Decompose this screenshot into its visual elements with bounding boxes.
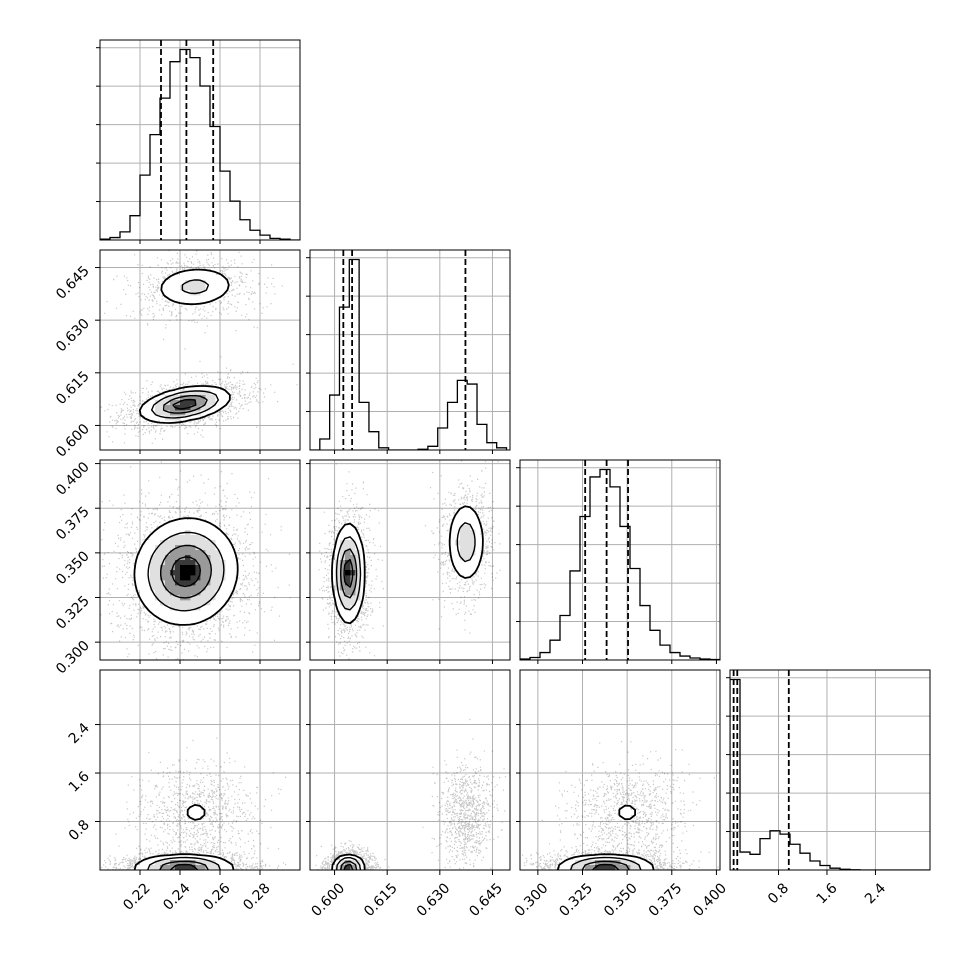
y-tick-label: 0.400 xyxy=(53,459,93,499)
scatter-points xyxy=(315,718,507,870)
contour-level-3 xyxy=(591,863,620,870)
x-tick-label: 0.615 xyxy=(361,880,401,920)
joint-panel-0-3 xyxy=(99,669,301,871)
y-tick-label: 0.600 xyxy=(53,421,93,461)
contour-level-1 xyxy=(335,856,362,870)
contour-level-3 xyxy=(343,863,354,870)
contour-level-0 xyxy=(331,853,366,870)
y-tick-label: 0.630 xyxy=(53,316,93,356)
panel-frame xyxy=(519,669,721,871)
y-tick-label: 0.375 xyxy=(53,504,93,544)
x-tick-label: 0.22 xyxy=(120,880,153,913)
histogram-step-1 xyxy=(310,258,508,450)
density-cells-4 xyxy=(345,570,351,576)
x-tick-label: 0.300 xyxy=(512,880,552,920)
contour-level-2 xyxy=(340,548,358,599)
contour-level-3 xyxy=(343,558,354,588)
y-tick-label: 0.645 xyxy=(53,263,93,303)
contour-level-0 xyxy=(133,804,235,870)
scatter-points xyxy=(318,460,510,660)
histogram-panel-1 xyxy=(306,249,511,451)
histogram-step-3 xyxy=(730,678,930,870)
scatter-points xyxy=(100,250,298,444)
panel-frame xyxy=(729,669,931,871)
contour-level-0 xyxy=(133,517,239,626)
density-cells-3 xyxy=(170,555,201,586)
histogram-panel-3 xyxy=(726,669,931,871)
contour-level-2 xyxy=(160,544,212,599)
x-tick-label: 0.630 xyxy=(414,880,454,920)
panel-frame xyxy=(309,249,511,451)
contour-level-3 xyxy=(172,398,197,410)
density-cells-0 xyxy=(330,855,366,870)
density-cells-1 xyxy=(150,860,221,870)
density-cells-1 xyxy=(570,860,641,870)
panel-frame xyxy=(519,459,721,661)
x-tick-label: 0.375 xyxy=(646,880,686,920)
x-tick-label: 0.28 xyxy=(240,880,273,913)
contour-level-1 xyxy=(147,531,225,612)
contour-level-2 xyxy=(162,394,208,414)
y-tick-label: 0.300 xyxy=(53,638,93,678)
joint-panel-1-3 xyxy=(309,669,511,871)
histogram-panel-2 xyxy=(516,459,721,661)
scatter-points xyxy=(520,741,719,870)
density-cells-2 xyxy=(160,545,211,601)
contour-level-0 xyxy=(138,268,231,424)
contour-level-1 xyxy=(147,856,221,870)
x-tick-label: 0.400 xyxy=(690,880,730,920)
x-tick-label: 0.350 xyxy=(601,880,641,920)
y-tick-label: 0.350 xyxy=(53,548,93,588)
joint-panel-0-2 xyxy=(99,459,301,661)
joint-panel-0-1 xyxy=(99,249,301,451)
histogram-step-2 xyxy=(520,468,720,660)
contour-level-3 xyxy=(169,863,199,870)
y-tick-label: 2.4 xyxy=(66,720,93,747)
density-cells-3 xyxy=(175,865,196,870)
x-tick-label: 0.600 xyxy=(309,880,349,920)
panel-frame xyxy=(99,249,301,451)
contour-level-0 xyxy=(556,804,655,870)
histogram-panel-0 xyxy=(96,39,301,241)
contour-level-2 xyxy=(581,860,630,870)
joint-panel-1-2 xyxy=(309,459,511,661)
x-tick-label: 1.6 xyxy=(814,880,841,907)
x-tick-label: 0.24 xyxy=(160,880,193,913)
panel-frame xyxy=(99,459,301,661)
y-tick-label: 0.325 xyxy=(53,593,93,633)
contour-level-2 xyxy=(340,860,358,870)
contour-level-1 xyxy=(151,279,219,419)
density-cells-4 xyxy=(180,565,196,581)
panel-frame xyxy=(309,459,511,661)
x-tick-label: 2.4 xyxy=(862,880,889,907)
x-tick-label: 0.26 xyxy=(200,880,233,913)
x-tick-label: 0.8 xyxy=(765,880,792,907)
y-tick-label: 0.8 xyxy=(66,817,93,844)
panel-frame xyxy=(99,669,301,871)
panel-frame xyxy=(309,669,511,871)
contour-level-1 xyxy=(335,522,476,611)
density-cells-1 xyxy=(335,525,476,611)
contour-level-0 xyxy=(331,505,484,625)
panel-frame xyxy=(99,39,301,241)
x-tick-label: 0.645 xyxy=(466,880,506,920)
density-cells-1 xyxy=(335,860,361,870)
contour-level-1 xyxy=(569,856,642,870)
joint-panel-2-3 xyxy=(519,669,721,871)
histogram-step-0 xyxy=(100,48,300,240)
y-tick-label: 1.6 xyxy=(66,768,93,795)
x-tick-label: 0.325 xyxy=(556,880,596,920)
contour-level-3 xyxy=(171,556,201,588)
density-cells-3 xyxy=(595,865,616,870)
y-tick-label: 0.615 xyxy=(53,368,93,408)
